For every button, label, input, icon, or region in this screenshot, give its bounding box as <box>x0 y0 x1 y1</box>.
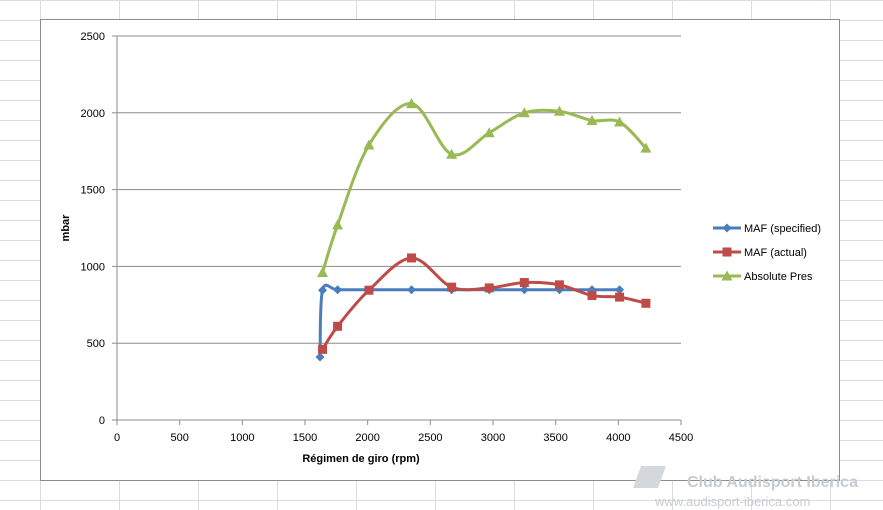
data-point <box>484 283 494 293</box>
x-tick-label: 3500 <box>543 432 567 444</box>
data-point <box>407 285 417 295</box>
data-point <box>640 142 652 153</box>
x-tick-label: 500 <box>170 432 188 444</box>
legend-label: MAF (actual) <box>744 247 807 259</box>
legend-item: Absolute Pres <box>713 270 813 283</box>
legend-item: MAF (actual) <box>713 247 807 259</box>
y-tick-label: 0 <box>99 415 105 427</box>
y-tick-label: 2000 <box>81 108 105 120</box>
data-point <box>406 98 418 109</box>
data-point <box>518 107 530 118</box>
data-point <box>587 291 597 301</box>
x-axis-title: Régimen de giro (rpm) <box>302 453 420 465</box>
line-chart: 0 500 1000 1500 2000 2500 0 500 1000 1500 2000 2500… <box>60 31 821 465</box>
data-point <box>446 148 458 159</box>
data-point <box>333 321 343 331</box>
data-point <box>407 253 417 263</box>
x-tick-label: 1500 <box>293 432 317 444</box>
data-point <box>615 285 625 295</box>
series-lines <box>315 98 652 362</box>
x-tick-label: 0 <box>114 432 120 444</box>
x-tick-label: 2500 <box>418 432 442 444</box>
x-tick-label: 3000 <box>481 432 505 444</box>
y-tick-label: 1500 <box>81 185 105 197</box>
series-line <box>321 102 647 273</box>
data-point <box>554 280 564 290</box>
series-3 <box>317 98 652 278</box>
legend-marker <box>722 247 732 257</box>
axes: 0 500 1000 1500 2000 2500 0 500 1000 1500 2000 2500… <box>81 31 694 444</box>
data-point <box>318 344 328 354</box>
legend-label: Absolute Pres <box>744 271 813 283</box>
data-point <box>317 267 329 278</box>
data-point <box>615 292 625 302</box>
legend-label: MAF (specified) <box>744 223 821 235</box>
data-point <box>553 105 565 116</box>
data-point <box>363 139 375 150</box>
x-tick-label: 1000 <box>230 432 254 444</box>
x-tick-label: 4500 <box>669 432 693 444</box>
data-point <box>519 285 529 295</box>
gridlines <box>117 35 681 344</box>
data-point <box>483 127 495 138</box>
y-axis-title: mbar <box>60 214 72 242</box>
y-tick-label: 500 <box>87 338 105 350</box>
legend-marker <box>721 270 733 281</box>
series-2 <box>318 253 651 354</box>
legend-marker <box>722 223 732 233</box>
data-point <box>332 219 344 230</box>
data-point <box>318 285 328 295</box>
series-line <box>321 256 647 351</box>
data-point <box>614 116 626 127</box>
legend: MAF (specified) MAF (actual) Absolute Pres <box>713 223 821 283</box>
data-point <box>586 114 598 125</box>
legend-item: MAF (specified) <box>713 223 821 235</box>
chart-area: 0 500 1000 1500 2000 2500 0 500 1000 1500 2000 2500… <box>40 19 840 481</box>
x-tick-label: 4000 <box>606 432 630 444</box>
data-point <box>447 282 457 292</box>
data-point <box>333 285 343 295</box>
y-tick-label: 1000 <box>81 261 105 273</box>
y-tick-label: 2500 <box>81 31 105 43</box>
data-point <box>315 352 325 362</box>
data-point <box>364 285 374 295</box>
watermark-url: www.audisport-iberica.com <box>654 494 810 509</box>
data-point <box>519 278 529 288</box>
x-tick-label: 2000 <box>355 432 379 444</box>
data-point <box>641 298 651 308</box>
